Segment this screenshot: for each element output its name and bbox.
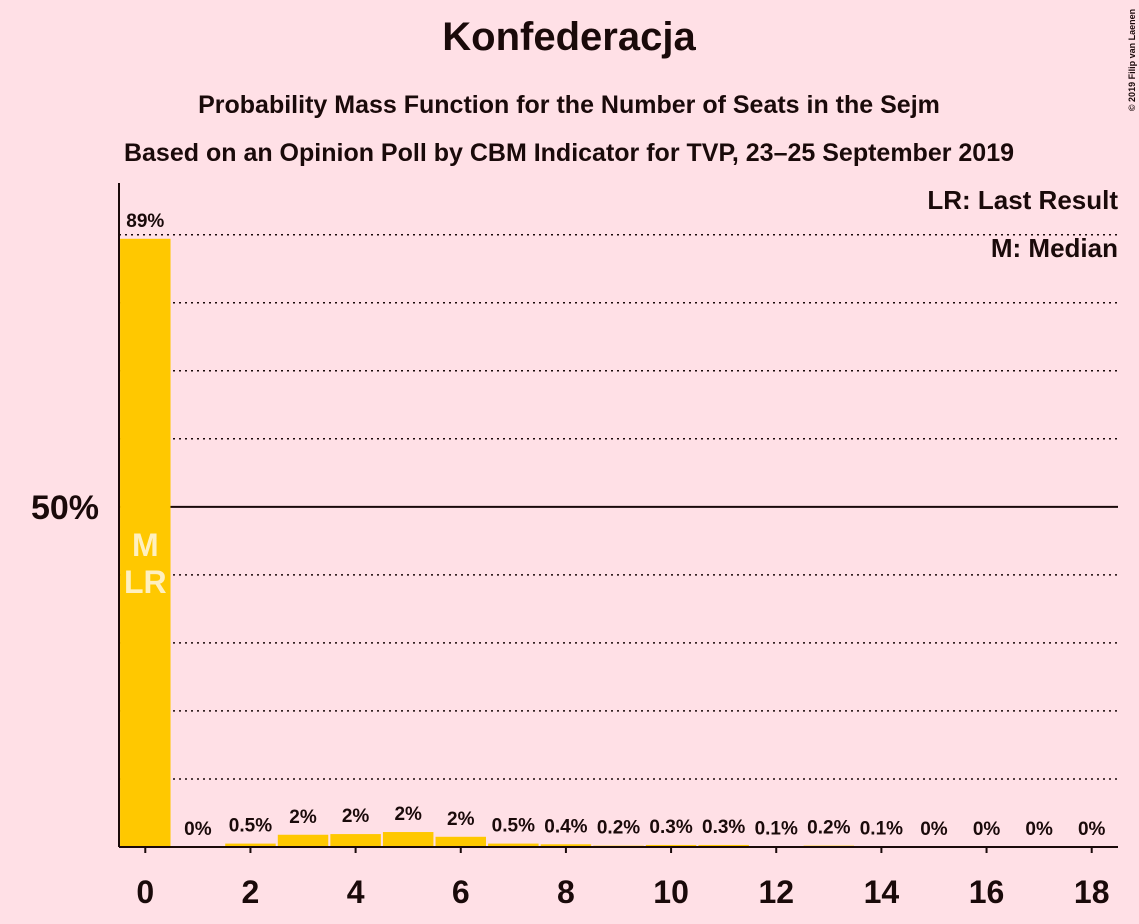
data-label: 0.2%	[807, 818, 850, 839]
x-tick-label: 0	[136, 874, 154, 910]
x-tick-label: 10	[653, 874, 689, 910]
x-tick-label: 4	[347, 874, 365, 910]
data-label: 0.2%	[597, 818, 640, 839]
data-label: 0%	[920, 819, 948, 840]
data-label: 0.5%	[492, 816, 535, 837]
data-label: 0.3%	[702, 817, 745, 838]
data-label: 2%	[447, 809, 475, 830]
legend-entry: M: Median	[991, 233, 1118, 263]
copyright: © 2019 Filip van Laenen	[1127, 9, 1137, 111]
x-tick-label: 14	[864, 874, 900, 910]
data-label: 2%	[342, 806, 370, 827]
x-tick-label: 8	[557, 874, 575, 910]
data-label: 0%	[1078, 819, 1106, 840]
last-result-marker: LR	[124, 564, 167, 600]
bar	[645, 844, 697, 847]
bar	[120, 238, 171, 848]
legend-entry: LR: Last Result	[927, 185, 1118, 215]
data-label: 2%	[289, 807, 317, 828]
x-tick-label: 12	[758, 874, 794, 910]
bar	[382, 832, 434, 847]
x-tick-label: 2	[242, 874, 260, 910]
data-label: 0.1%	[860, 818, 903, 839]
bar	[540, 844, 592, 847]
bar	[330, 834, 381, 847]
data-label: 89%	[126, 211, 164, 232]
data-label: 0.5%	[229, 816, 272, 837]
chart-title: Konfederacja	[442, 15, 696, 59]
bar	[698, 844, 749, 847]
x-tick-label: 18	[1074, 874, 1110, 910]
bar	[488, 843, 539, 847]
data-label: 0%	[184, 819, 212, 840]
chart-subtitle: Based on an Opinion Poll by CBM Indicato…	[124, 139, 1014, 167]
data-label: 0.3%	[649, 817, 692, 838]
x-tick-label: 16	[969, 874, 1005, 910]
data-label: 0%	[1025, 819, 1053, 840]
data-label: 0.1%	[755, 818, 798, 839]
data-label: 0%	[973, 819, 1001, 840]
bar	[225, 843, 276, 847]
median-marker: M	[132, 527, 159, 563]
bar	[435, 836, 487, 847]
chart-subtitle: Probability Mass Function for the Number…	[198, 91, 940, 119]
data-label: 0.4%	[544, 816, 587, 837]
x-tick-label: 6	[452, 874, 470, 910]
bar	[277, 834, 329, 847]
y-tick-label: 50%	[31, 489, 99, 527]
data-label: 2%	[394, 804, 422, 825]
